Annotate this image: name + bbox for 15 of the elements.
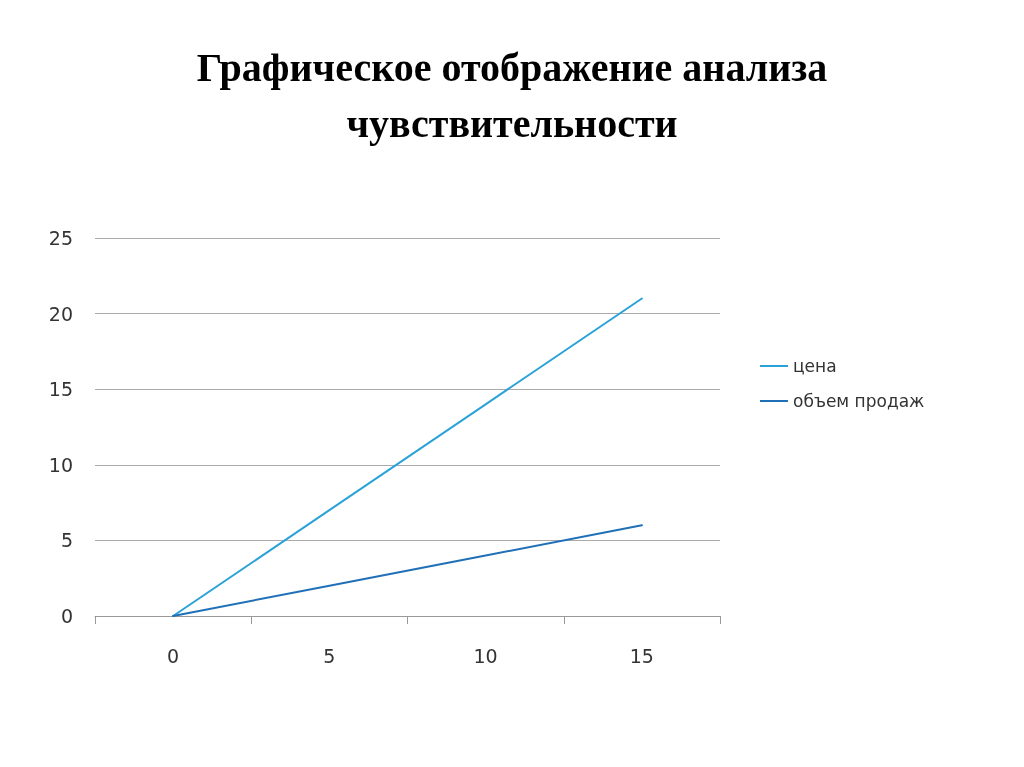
line-series — [172, 297, 643, 617]
chart-title: Графическое отображение анализа чувствительности — [195, 44, 829, 148]
y-tick-label: 0 — [60, 605, 73, 627]
line-series — [172, 524, 643, 617]
x-tick-label: 0 — [167, 644, 180, 667]
y-tick-label: 5 — [60, 529, 73, 552]
x-tick-label: 10 — [473, 644, 498, 667]
x-tick-label: 5 — [323, 644, 336, 667]
legend-label: цена — [793, 356, 837, 376]
y-tick-label: 20 — [48, 302, 73, 325]
x-tick-label: 15 — [629, 644, 654, 667]
y-tick-label: 15 — [48, 378, 73, 401]
legend-label: объем продаж — [793, 391, 925, 411]
y-tick-label: 25 — [48, 227, 73, 249]
y-tick-label: 10 — [48, 453, 73, 476]
